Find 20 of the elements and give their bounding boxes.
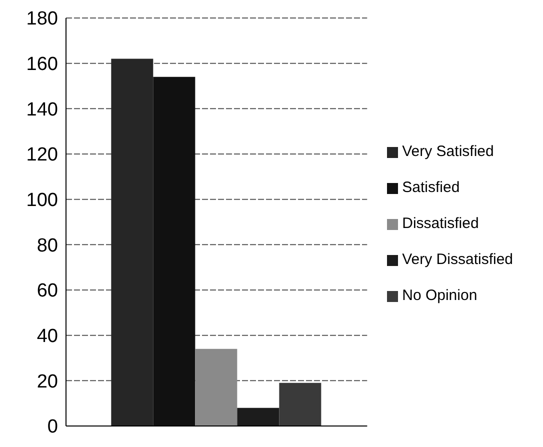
- y-tick-label: 180: [26, 8, 58, 30]
- y-tick-label: 60: [36, 280, 58, 302]
- bar: [195, 348, 238, 426]
- bar: [153, 76, 196, 426]
- y-tick-label: 20: [36, 371, 58, 392]
- y-tick-label: 160: [26, 54, 58, 76]
- y-tick-label: 0: [47, 416, 58, 438]
- y-tick-label: 80: [36, 235, 58, 256]
- bar: [237, 408, 280, 426]
- bar: [279, 382, 322, 426]
- y-tick-label: 40: [36, 326, 58, 348]
- legend-label: Very Dissatisfied: [402, 251, 513, 268]
- bar: [111, 58, 154, 426]
- y-tick-label: 100: [26, 190, 58, 212]
- y-tick-label: 140: [26, 99, 58, 120]
- legend-label: Satisfied: [402, 179, 460, 196]
- legend-label: Very Satisfied: [402, 143, 494, 160]
- y-tick-label: 120: [26, 144, 58, 166]
- legend-label: Dissatisfied: [402, 215, 479, 232]
- legend-label: No Opinion: [402, 287, 478, 304]
